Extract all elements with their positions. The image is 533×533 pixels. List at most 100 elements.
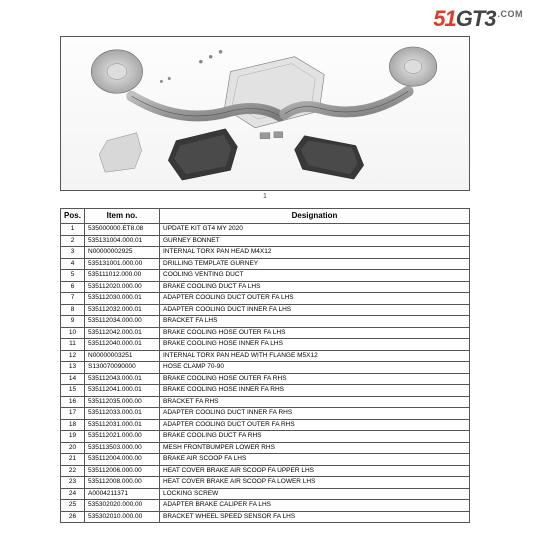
cell-pos: 25 bbox=[61, 500, 85, 512]
cell-desig: GURNEY BONNET bbox=[160, 235, 470, 247]
cell-pos: 5 bbox=[61, 270, 85, 282]
cell-item: 535112043.000.01 bbox=[85, 373, 160, 385]
cell-pos: 2 bbox=[61, 235, 85, 247]
cell-item: A0004211371 bbox=[85, 488, 160, 500]
table-row: 9535112034.000.00BRACKET FA LHS bbox=[61, 316, 470, 328]
table-row: 14535112043.000.01BRAKE COOLING HOSE OUT… bbox=[61, 373, 470, 385]
cell-desig: ADAPTER BRAKE CALIPER FA LHS bbox=[160, 500, 470, 512]
cell-desig: ADAPTER COOLING DUCT INNER FA RHS bbox=[160, 408, 470, 420]
cell-desig: BRAKE COOLING HOSE OUTER FA RHS bbox=[160, 373, 470, 385]
parts-table-wrap: Pos. Item no. Designation 1535000000.ET8… bbox=[60, 208, 470, 523]
cell-item: 535302020.000.00 bbox=[85, 500, 160, 512]
cell-item: S130070090000 bbox=[85, 362, 160, 374]
table-body: 1535000000.ET8.08UPDATE KIT GT4 MY 20202… bbox=[61, 224, 470, 523]
cell-item: 535112040.000.01 bbox=[85, 339, 160, 351]
cell-pos: 23 bbox=[61, 477, 85, 489]
table-row: 20535113503.000.00MESH FRONTBUMPER LOWER… bbox=[61, 442, 470, 454]
cell-item: 535112033.000.01 bbox=[85, 408, 160, 420]
table-row: 17535112033.000.01ADAPTER COOLING DUCT I… bbox=[61, 408, 470, 420]
cell-pos: 21 bbox=[61, 454, 85, 466]
cell-pos: 24 bbox=[61, 488, 85, 500]
cell-item: 535000000.ET8.08 bbox=[85, 224, 160, 236]
table-row: 21535112004.000.00BRAKE AIR SCOOP FA LHS bbox=[61, 454, 470, 466]
cell-pos: 10 bbox=[61, 327, 85, 339]
cell-item: 535112020.000.00 bbox=[85, 281, 160, 293]
table-row: 19535112021.000.00BRAKE COOLING DUCT FA … bbox=[61, 431, 470, 443]
cell-pos: 11 bbox=[61, 339, 85, 351]
cell-desig: MESH FRONTBUMPER LOWER RHS bbox=[160, 442, 470, 454]
cell-desig: BRACKET WHEEL SPEED SENSOR FA LHS bbox=[160, 511, 470, 523]
cell-item: 535112041.000.01 bbox=[85, 385, 160, 397]
header-pos: Pos. bbox=[61, 209, 85, 224]
table-row: 8535112032.000.01ADAPTER COOLING DUCT IN… bbox=[61, 304, 470, 316]
cell-pos: 22 bbox=[61, 465, 85, 477]
table-row: 2535131004.000.01GURNEY BONNET bbox=[61, 235, 470, 247]
cell-pos: 18 bbox=[61, 419, 85, 431]
cell-desig: BRACKET FA RHS bbox=[160, 396, 470, 408]
cell-pos: 16 bbox=[61, 396, 85, 408]
table-row: 10535112042.000.01BRAKE COOLING HOSE OUT… bbox=[61, 327, 470, 339]
cell-pos: 13 bbox=[61, 362, 85, 374]
cell-item: 535112008.000.00 bbox=[85, 477, 160, 489]
cell-desig: HOSE CLAMP 70-90 bbox=[160, 362, 470, 374]
cell-desig: HEAT COVER BRAKE AIR SCOOP FA LOWER LHS bbox=[160, 477, 470, 489]
cell-desig: COOLING VENTING DUCT bbox=[160, 270, 470, 282]
table-row: 15535112041.000.01BRAKE COOLING HOSE INN… bbox=[61, 385, 470, 397]
cell-desig: INTERNAL TORX PAN HEAD WITH FLANGE M5X12 bbox=[160, 350, 470, 362]
cell-pos: 15 bbox=[61, 385, 85, 397]
cell-pos: 1 bbox=[61, 224, 85, 236]
cell-desig: BRAKE COOLING DUCT FA LHS bbox=[160, 281, 470, 293]
parts-diagram-svg bbox=[61, 37, 469, 190]
cell-pos: 26 bbox=[61, 511, 85, 523]
table-row: 1535000000.ET8.08UPDATE KIT GT4 MY 2020 bbox=[61, 224, 470, 236]
table-row: 4535131001.000.00DRILLING TEMPLATE GURNE… bbox=[61, 258, 470, 270]
cell-desig: BRAKE COOLING HOSE INNER FA LHS bbox=[160, 339, 470, 351]
cell-pos: 3 bbox=[61, 247, 85, 259]
cell-item: 535112042.000.01 bbox=[85, 327, 160, 339]
header-desig: Designation bbox=[160, 209, 470, 224]
cell-desig: DRILLING TEMPLATE GURNEY bbox=[160, 258, 470, 270]
cell-item: 535112030.000.01 bbox=[85, 293, 160, 305]
logo-suffix: .COM bbox=[498, 9, 524, 19]
cell-pos: 6 bbox=[61, 281, 85, 293]
cell-desig: LOCKING SCREW bbox=[160, 488, 470, 500]
cell-item: 535112031.000.01 bbox=[85, 419, 160, 431]
table-row: 24A0004211371LOCKING SCREW bbox=[61, 488, 470, 500]
table-row: 7535112030.000.01ADAPTER COOLING DUCT OU… bbox=[61, 293, 470, 305]
cell-pos: 19 bbox=[61, 431, 85, 443]
logo-part2: GT3 bbox=[456, 6, 496, 31]
cell-pos: 8 bbox=[61, 304, 85, 316]
exploded-diagram bbox=[60, 36, 470, 191]
cell-pos: 7 bbox=[61, 293, 85, 305]
cell-item: 535113503.000.00 bbox=[85, 442, 160, 454]
cell-item: N00000003251 bbox=[85, 350, 160, 362]
cell-desig: ADAPTER COOLING DUCT OUTER FA RHS bbox=[160, 419, 470, 431]
cell-item: 535131001.000.00 bbox=[85, 258, 160, 270]
cell-item: 535112004.000.00 bbox=[85, 454, 160, 466]
cell-pos: 17 bbox=[61, 408, 85, 420]
cell-desig: BRAKE COOLING HOSE OUTER FA LHS bbox=[160, 327, 470, 339]
cell-desig: BRAKE AIR SCOOP FA LHS bbox=[160, 454, 470, 466]
cell-desig: BRAKE COOLING DUCT FA RHS bbox=[160, 431, 470, 443]
cell-item: N00000002925 bbox=[85, 247, 160, 259]
cell-pos: 4 bbox=[61, 258, 85, 270]
table-row: 3N00000002925INTERNAL TORX PAN HEAD M4X1… bbox=[61, 247, 470, 259]
cell-item: 535131004.000.01 bbox=[85, 235, 160, 247]
diagram-caption: 1 bbox=[60, 193, 470, 200]
cell-pos: 9 bbox=[61, 316, 85, 328]
cell-desig: ADAPTER COOLING DUCT OUTER FA LHS bbox=[160, 293, 470, 305]
table-row: 13S130070090000HOSE CLAMP 70-90 bbox=[61, 362, 470, 374]
cell-pos: 12 bbox=[61, 350, 85, 362]
cell-item: 535112032.000.01 bbox=[85, 304, 160, 316]
table-row: 11535112040.000.01BRAKE COOLING HOSE INN… bbox=[61, 339, 470, 351]
cell-item: 535112034.000.00 bbox=[85, 316, 160, 328]
table-row: 6535112020.000.00BRAKE COOLING DUCT FA L… bbox=[61, 281, 470, 293]
header-item: Item no. bbox=[85, 209, 160, 224]
cell-desig: ADAPTER COOLING DUCT INNER FA LHS bbox=[160, 304, 470, 316]
cell-desig: INTERNAL TORX PAN HEAD M4X12 bbox=[160, 247, 470, 259]
table-row: 23535112008.000.00HEAT COVER BRAKE AIR S… bbox=[61, 477, 470, 489]
table-row: 22535112006.000.00HEAT COVER BRAKE AIR S… bbox=[61, 465, 470, 477]
cell-pos: 20 bbox=[61, 442, 85, 454]
table-row: 25535302020.000.00ADAPTER BRAKE CALIPER … bbox=[61, 500, 470, 512]
cell-item: 535111012.000.00 bbox=[85, 270, 160, 282]
